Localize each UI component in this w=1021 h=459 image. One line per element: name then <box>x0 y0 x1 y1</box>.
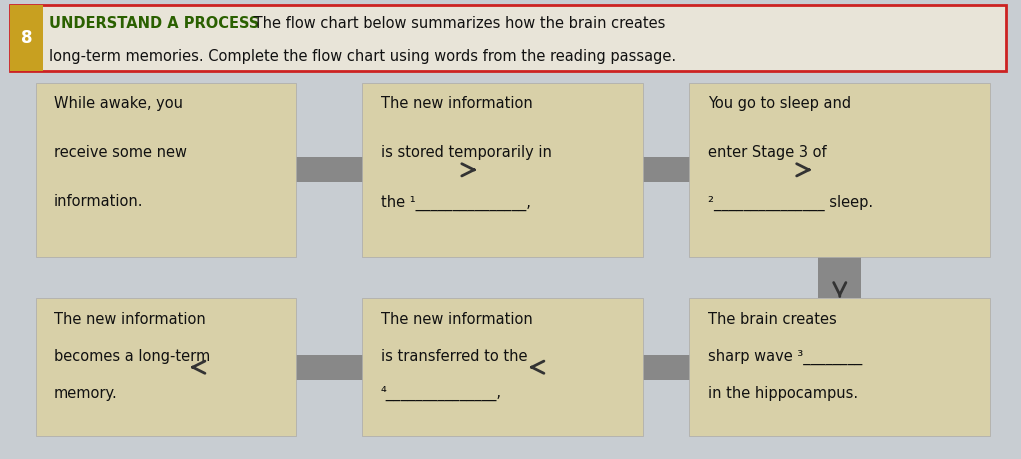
FancyBboxPatch shape <box>362 298 643 436</box>
Text: sharp wave ³________: sharp wave ³________ <box>708 349 862 365</box>
FancyBboxPatch shape <box>10 5 43 71</box>
Text: UNDERSTAND A PROCESS: UNDERSTAND A PROCESS <box>49 16 259 31</box>
FancyBboxPatch shape <box>819 257 861 298</box>
FancyBboxPatch shape <box>36 83 296 257</box>
Text: becomes a long-term: becomes a long-term <box>54 349 210 364</box>
FancyBboxPatch shape <box>362 83 643 257</box>
Text: The flow chart below summarizes how the brain creates: The flow chart below summarizes how the … <box>249 16 666 31</box>
Text: long-term memories. Complete the flow chart using words from the reading passage: long-term memories. Complete the flow ch… <box>49 49 676 64</box>
FancyBboxPatch shape <box>689 83 990 257</box>
FancyBboxPatch shape <box>192 354 475 380</box>
Text: ²_______________ sleep.: ²_______________ sleep. <box>708 194 873 211</box>
Text: ⁴_______________,: ⁴_______________, <box>381 386 502 401</box>
FancyBboxPatch shape <box>192 157 475 182</box>
FancyBboxPatch shape <box>10 5 1006 71</box>
Text: the ¹_______________,: the ¹_______________, <box>381 194 531 211</box>
FancyBboxPatch shape <box>531 354 810 380</box>
Text: While awake, you: While awake, you <box>54 96 183 112</box>
Text: memory.: memory. <box>54 386 117 401</box>
FancyBboxPatch shape <box>689 298 990 436</box>
Text: You go to sleep and: You go to sleep and <box>708 96 850 112</box>
Text: information.: information. <box>54 194 144 209</box>
Text: enter Stage 3 of: enter Stage 3 of <box>708 146 826 160</box>
Text: 8: 8 <box>20 29 33 47</box>
Text: is transferred to the: is transferred to the <box>381 349 527 364</box>
FancyBboxPatch shape <box>531 157 810 182</box>
FancyBboxPatch shape <box>36 298 296 436</box>
Text: The brain creates: The brain creates <box>708 312 836 327</box>
Text: is stored temporarily in: is stored temporarily in <box>381 146 551 160</box>
Text: The new information: The new information <box>54 312 206 327</box>
Text: The new information: The new information <box>381 96 533 112</box>
Text: The new information: The new information <box>381 312 533 327</box>
Text: receive some new: receive some new <box>54 146 187 160</box>
Text: in the hippocampus.: in the hippocampus. <box>708 386 858 401</box>
